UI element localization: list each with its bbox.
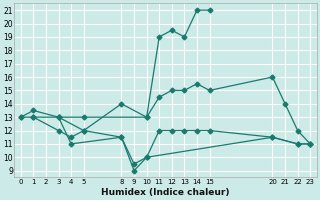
X-axis label: Humidex (Indice chaleur): Humidex (Indice chaleur) [101, 188, 230, 197]
